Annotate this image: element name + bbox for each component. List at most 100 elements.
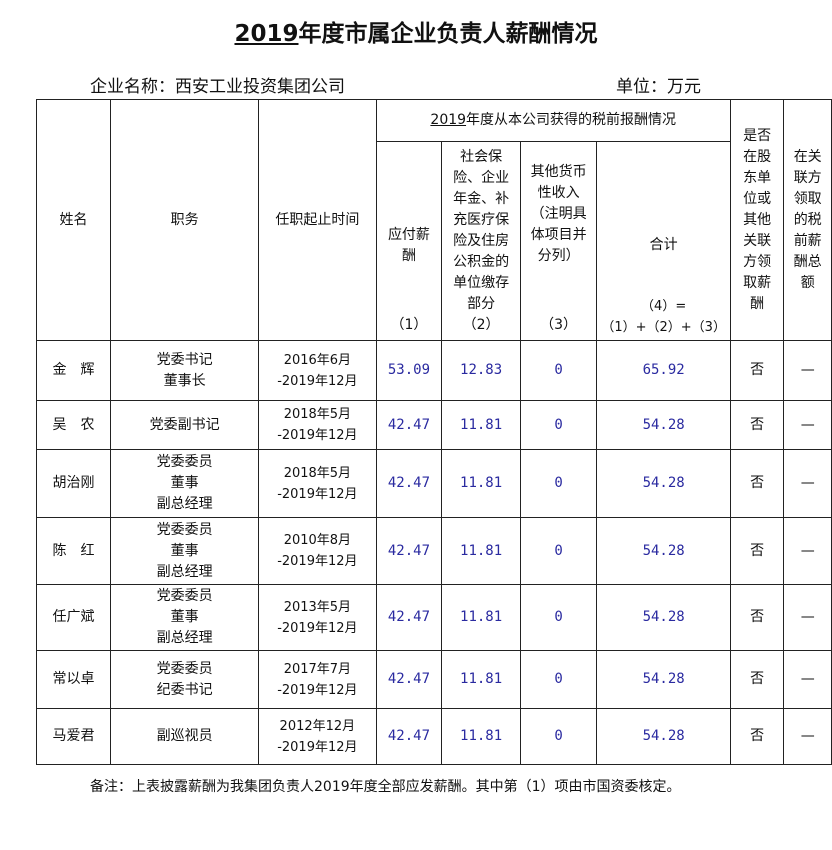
insurance-cell: 11.81: [441, 400, 521, 450]
name-cell: 马爱君: [35, 708, 112, 765]
term-line: -2019年12月: [277, 620, 358, 636]
term-cell: 2013年5月 -2019年12月: [258, 584, 377, 651]
position-line: 董事: [170, 609, 199, 625]
position-line: 董事长: [163, 372, 206, 389]
term-line: 2013年5月: [283, 599, 352, 615]
unit: 单位：万元: [616, 77, 701, 97]
term-line: 2010年8月: [283, 533, 352, 548]
position-cell: 党委副书记: [110, 400, 260, 450]
header-c5: 是否在股东单位或其他关联方领取薪酬: [729, 99, 785, 341]
name-cell: 常以卓: [35, 650, 112, 709]
total-cell: 54.28: [596, 400, 731, 450]
term-line: -2019年12月: [277, 486, 358, 502]
term-line: 2016年6月: [283, 352, 352, 368]
term-cell: 2018年5月 -2019年12月: [258, 400, 377, 450]
term-cell: 2017年7月 -2019年12月: [258, 650, 377, 709]
position-line: 董事: [170, 542, 199, 559]
position-cell: 党委委员董事副总经理: [110, 584, 260, 651]
company-name: 企业名称：西安工业投资集团公司: [90, 77, 345, 97]
related-total-cell: —: [783, 517, 832, 585]
table-row: 常以卓 党委委员 纪委书记 2017年7月 -2019年12月 42.47 11.81 0 54…: [35, 650, 832, 709]
term-line: 2017年7月: [283, 661, 352, 677]
total-cell: 54.28: [596, 650, 731, 709]
position-cell: 党委委员董事副总经理: [110, 517, 260, 585]
salary-cell: 42.47: [375, 449, 443, 518]
header-c4: 合计: [649, 237, 678, 253]
term-line: 2018年5月: [283, 465, 352, 481]
header-position: 职务: [110, 99, 260, 341]
salary-cell: 42.47: [375, 650, 443, 709]
insurance-cell: 11.81: [441, 650, 521, 709]
header-name: 姓名: [35, 99, 112, 341]
position-line: 副巡视员: [156, 728, 213, 744]
insurance-cell: 11.81: [441, 584, 521, 651]
salary-cell: 42.47: [375, 517, 443, 585]
page-title: 2019年度市属企业负责人薪酬情况: [234, 21, 598, 47]
position-line: 副总经理: [156, 496, 213, 512]
other-income-cell: 0: [519, 400, 598, 450]
table-row: 马爱君 副巡视员 2012年12月 -2019年12月 42.47 11.81 0 54.28…: [35, 708, 832, 765]
table-row: 吴 农 党委副书记 2018年5月 -2019年12月 42.47 11.81 0 54.28…: [35, 400, 832, 450]
position-line: 党委书记: [156, 351, 213, 368]
footnote: 备注：上表披露薪酬为我集团负责人2019年度全部应发薪酬。其中第（1）项由市国资…: [90, 779, 681, 795]
total-cell: 54.28: [596, 449, 731, 518]
insurance-cell: 11.81: [441, 708, 521, 765]
term-line: 2018年5月: [283, 407, 352, 422]
total-cell: 54.28: [596, 708, 731, 765]
position-cell: 副巡视员: [110, 708, 260, 765]
other-income-cell: 0: [519, 708, 598, 765]
other-income-cell: 0: [519, 584, 598, 651]
related-party-cell: 否: [729, 517, 785, 585]
position-line: 董事: [170, 475, 199, 491]
other-income-cell: 0: [519, 517, 598, 585]
related-total-cell: —: [783, 400, 832, 450]
position-cell: 党委委员 纪委书记: [110, 650, 260, 709]
table-row: 金 辉党委书记 董事长 2016年6月 -2019年12月 53.09 12.83 0 65.…: [35, 340, 832, 401]
position-line: 副总经理: [156, 630, 213, 646]
header-c2: 社会保险、企业年金、补充医疗保险及住房公积金的单位缴存部分: [453, 149, 510, 312]
table-row: 任广斌 党委委员 董事 副总经理 2013年5月 -2019年12月 42.47 11.81 0…: [35, 584, 832, 651]
term-cell: 2016年6月 -2019年12月: [258, 340, 377, 401]
related-party-cell: 否: [729, 449, 785, 518]
salary-cell: 53.09: [375, 340, 443, 401]
term-line: -2019年12月: [277, 428, 358, 443]
other-income-cell: 0: [519, 449, 598, 518]
insurance-cell: 11.81: [441, 517, 521, 585]
salary-table: 姓名 职务 任职起止时间 2019年度从本公司获得的税前报酬情况 是否在股东单位…: [35, 99, 832, 765]
related-total-cell: —: [783, 340, 832, 401]
related-party-cell: 否: [729, 708, 785, 765]
related-total-cell: —: [783, 584, 832, 651]
position-line: 副总经理: [156, 563, 213, 580]
table-row: 陈 红党委委员 董事 副总经理 2010年8月 -2019年12月 42.47 11.81 0…: [35, 517, 832, 585]
salary-cell: 42.47: [375, 584, 443, 651]
term-line: -2019年12月: [277, 373, 358, 389]
related-total-cell: —: [783, 449, 832, 518]
insurance-cell: 12.83: [441, 340, 521, 401]
position-line: 党委委员: [156, 588, 213, 604]
term-line: -2019年12月: [277, 739, 358, 755]
insurance-cell: 11.81: [441, 449, 521, 518]
term-line: 2012年12月: [279, 718, 356, 734]
total-cell: 54.28: [596, 517, 731, 585]
name-cell: 任广斌: [35, 584, 112, 651]
related-party-cell: 否: [729, 340, 785, 401]
name-cell: 陈 红: [35, 517, 112, 585]
position-line: 党委委员: [156, 521, 213, 538]
position-cell: 党委书记 董事长: [110, 340, 260, 401]
position-line: 党委委员: [156, 660, 213, 677]
name-cell: 金 辉: [35, 340, 112, 401]
term-cell: 2012年12月 -2019年12月: [258, 708, 377, 765]
term-line: -2019年12月: [277, 682, 358, 698]
related-total-cell: —: [783, 708, 832, 765]
term-cell: 2010年8月 -2019年12月: [258, 517, 377, 585]
other-income-cell: 0: [519, 650, 598, 709]
position-line: 党委副书记: [149, 416, 220, 433]
header-c3: 其他货币性收入（注明具体项目并分列）: [530, 164, 587, 264]
name-cell: 胡治刚: [35, 449, 112, 518]
related-party-cell: 否: [729, 400, 785, 450]
salary-cell: 42.47: [375, 400, 443, 450]
term-line: -2019年12月: [277, 554, 358, 569]
name-cell: 吴 农: [35, 400, 112, 450]
position-line: 纪委书记: [156, 681, 213, 698]
other-income-cell: 0: [519, 340, 598, 401]
